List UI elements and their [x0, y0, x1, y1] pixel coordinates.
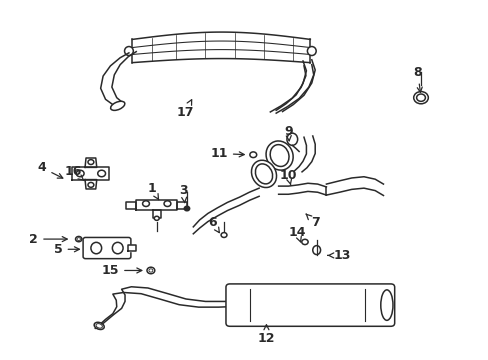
Text: 14: 14 — [288, 226, 305, 242]
Ellipse shape — [249, 152, 256, 158]
Text: 13: 13 — [327, 249, 350, 262]
Ellipse shape — [98, 170, 105, 177]
Text: 6: 6 — [208, 216, 219, 233]
Polygon shape — [128, 245, 136, 251]
Text: 12: 12 — [257, 325, 275, 346]
Ellipse shape — [112, 242, 123, 254]
Polygon shape — [136, 201, 177, 210]
FancyBboxPatch shape — [83, 238, 131, 258]
Polygon shape — [85, 180, 97, 189]
Polygon shape — [95, 287, 234, 328]
FancyBboxPatch shape — [225, 284, 394, 326]
Text: 1: 1 — [147, 182, 159, 200]
Polygon shape — [72, 167, 109, 180]
Text: 2: 2 — [29, 233, 67, 246]
Text: 17: 17 — [176, 100, 193, 119]
Polygon shape — [193, 188, 259, 234]
Ellipse shape — [154, 216, 159, 220]
Text: 16: 16 — [64, 165, 84, 181]
Ellipse shape — [270, 145, 288, 166]
Polygon shape — [270, 65, 313, 113]
Ellipse shape — [301, 239, 307, 244]
Ellipse shape — [416, 94, 425, 102]
Ellipse shape — [147, 267, 155, 274]
Ellipse shape — [77, 238, 80, 240]
Ellipse shape — [124, 46, 133, 55]
Ellipse shape — [88, 183, 94, 187]
Ellipse shape — [75, 237, 81, 242]
Polygon shape — [85, 158, 97, 167]
Ellipse shape — [221, 233, 226, 238]
Ellipse shape — [251, 160, 276, 188]
Ellipse shape — [312, 246, 320, 255]
Polygon shape — [278, 183, 326, 195]
Ellipse shape — [307, 46, 316, 55]
Ellipse shape — [265, 141, 293, 170]
Ellipse shape — [380, 290, 392, 320]
Polygon shape — [294, 136, 315, 172]
Text: 11: 11 — [210, 147, 244, 160]
Polygon shape — [126, 202, 136, 208]
Polygon shape — [101, 51, 136, 105]
Text: 7: 7 — [305, 214, 319, 229]
Ellipse shape — [96, 324, 102, 328]
Ellipse shape — [149, 269, 153, 272]
Ellipse shape — [255, 164, 272, 184]
Ellipse shape — [286, 133, 297, 145]
Text: 5: 5 — [54, 243, 79, 256]
Ellipse shape — [184, 206, 189, 211]
Ellipse shape — [413, 91, 427, 104]
Text: 3: 3 — [179, 184, 187, 203]
Text: 15: 15 — [102, 264, 142, 277]
Text: 4: 4 — [38, 161, 62, 178]
Ellipse shape — [94, 322, 104, 329]
Ellipse shape — [142, 201, 149, 207]
Ellipse shape — [88, 159, 94, 165]
Text: 8: 8 — [412, 66, 421, 92]
Polygon shape — [177, 202, 186, 208]
Ellipse shape — [110, 101, 124, 111]
Text: 9: 9 — [284, 125, 292, 141]
Text: 10: 10 — [279, 170, 297, 185]
Ellipse shape — [185, 207, 188, 210]
Polygon shape — [132, 32, 310, 63]
Polygon shape — [326, 177, 383, 195]
Polygon shape — [153, 210, 160, 218]
Ellipse shape — [163, 201, 170, 207]
Ellipse shape — [76, 170, 84, 177]
Polygon shape — [276, 60, 315, 112]
Ellipse shape — [91, 242, 102, 254]
